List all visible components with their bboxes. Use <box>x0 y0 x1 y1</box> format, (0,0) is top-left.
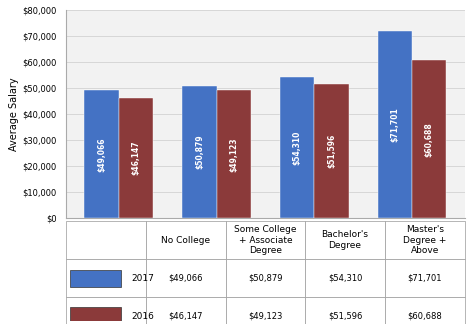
Bar <box>70 307 120 324</box>
Bar <box>70 270 120 287</box>
Text: $49,066: $49,066 <box>97 137 106 172</box>
Bar <box>412 60 447 218</box>
Bar <box>84 90 118 218</box>
Bar <box>280 77 314 218</box>
Y-axis label: Average Salary: Average Salary <box>9 77 19 151</box>
Text: $51,596: $51,596 <box>327 134 336 168</box>
Text: $71,701: $71,701 <box>391 108 400 142</box>
Text: $50,879: $50,879 <box>195 135 204 169</box>
Text: 2017: 2017 <box>131 273 154 283</box>
Text: $60,688: $60,688 <box>425 122 434 156</box>
Bar <box>378 31 412 218</box>
Text: $49,123: $49,123 <box>229 137 238 171</box>
Bar <box>217 90 251 218</box>
Bar <box>314 84 348 218</box>
Bar <box>182 86 217 218</box>
Text: $46,147: $46,147 <box>131 141 140 176</box>
Text: 2016: 2016 <box>131 311 154 320</box>
Text: $54,310: $54,310 <box>293 130 302 165</box>
Bar <box>118 98 153 218</box>
